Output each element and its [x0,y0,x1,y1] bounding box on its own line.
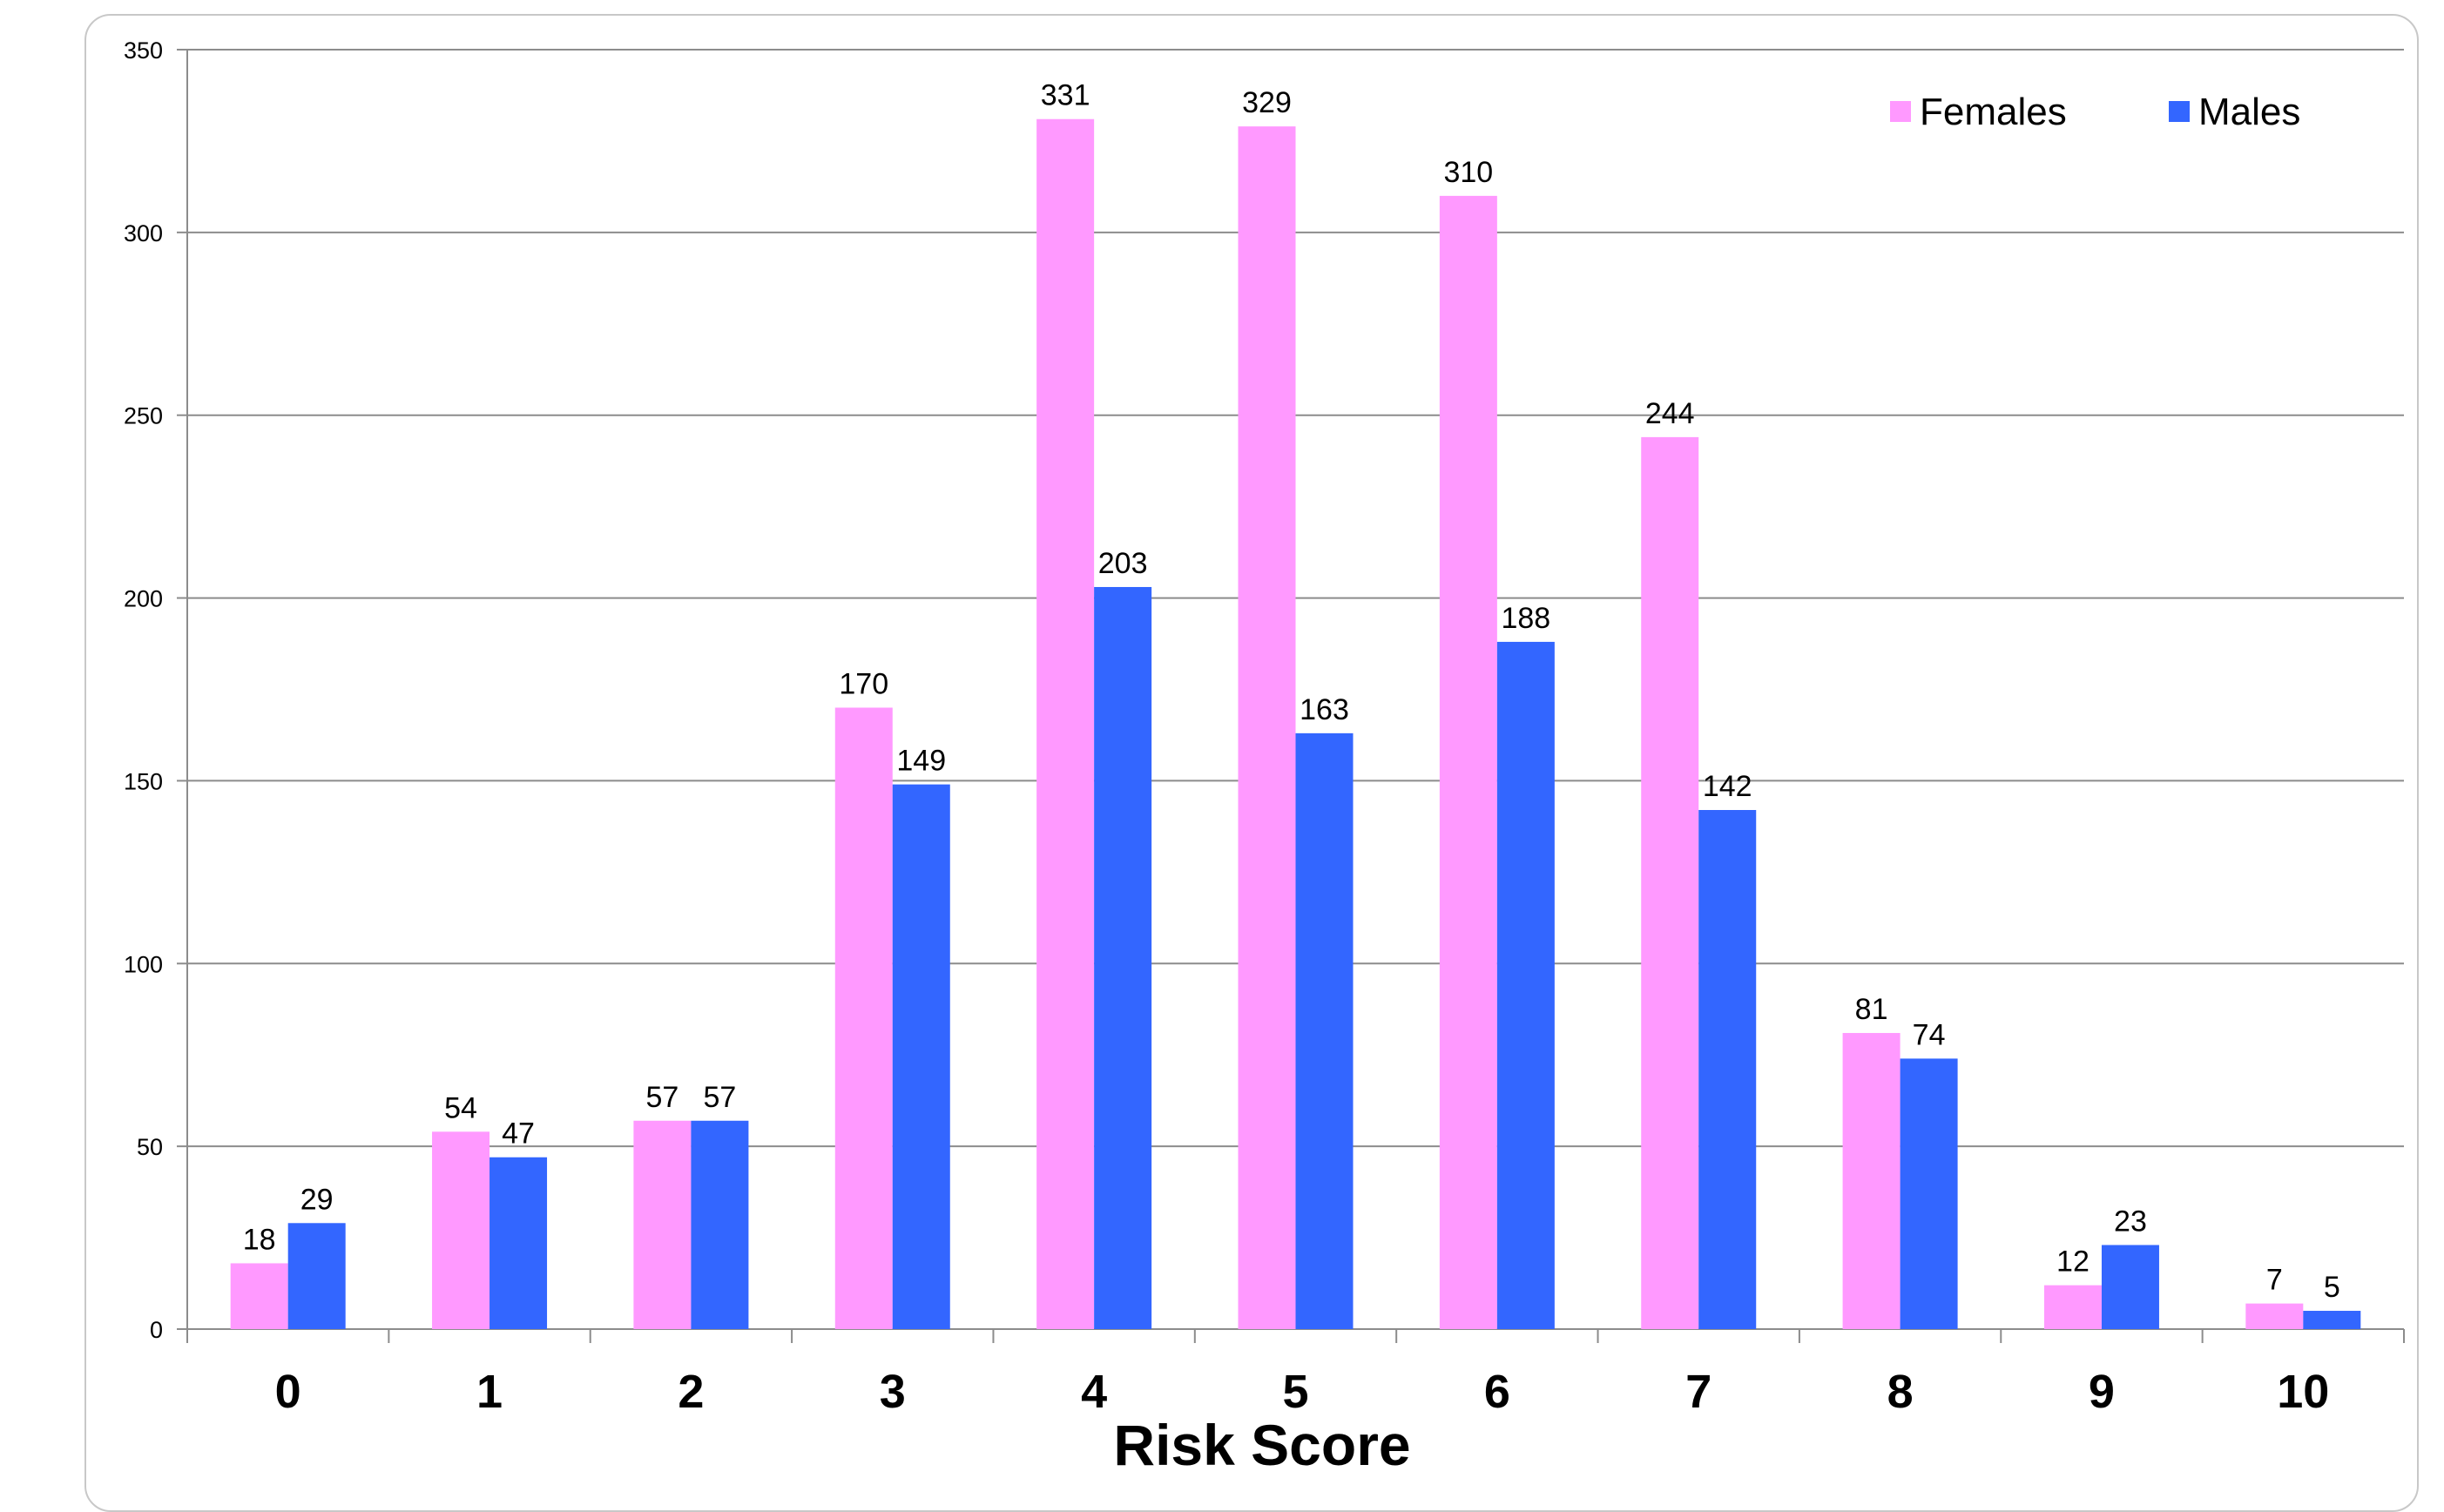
x-tick-label: 2 [678,1366,704,1418]
data-label: 331 [1041,79,1090,112]
males-bar [691,1120,749,1329]
bars [230,118,2361,1329]
males-bar [2101,1245,2159,1329]
data-label: 57 [703,1081,736,1114]
data-label: 18 [243,1223,276,1256]
males-bar [2303,1311,2361,1329]
females-bar [1641,436,1699,1329]
legend-swatch [2169,101,2190,122]
data-label: 12 [2056,1245,2090,1279]
data-label: 74 [1913,1018,1946,1051]
data-label: 29 [300,1183,334,1216]
x-axis-title: Risk Score [1113,1413,1410,1477]
x-tick-label: 1 [476,1366,503,1418]
y-tick-label: 150 [124,768,163,794]
males-bar [892,784,950,1329]
males-bar [489,1157,548,1329]
data-label: 170 [839,667,888,700]
x-tick-label: 7 [1685,1366,1711,1418]
data-label: 23 [2114,1205,2147,1238]
females-bar [2245,1303,2304,1329]
legend: Females Males [1890,91,2300,133]
data-label: 188 [1501,602,1550,635]
males-bar [1698,810,1757,1329]
data-label: 81 [1855,993,1888,1026]
data-label: 244 [1645,397,1695,430]
data-label: 57 [645,1081,679,1114]
y-tick-label: 250 [124,403,163,429]
y-tick-label: 50 [137,1134,163,1160]
y-tick-label: 200 [124,586,163,612]
males-bar [1094,586,1152,1329]
data-label: 329 [1242,86,1292,119]
females-bar [1439,195,1497,1329]
males-bar [287,1223,346,1329]
legend-swatch [1890,101,1911,122]
females-bar [633,1120,692,1329]
x-tick-label: 3 [880,1366,906,1418]
males-bar [1900,1058,1958,1329]
x-tick-label: 4 [1081,1366,1107,1418]
y-axis: 0 50 100 150 200 250 300 350 [124,37,188,1343]
females-bar [1036,118,1095,1329]
data-label: 5 [2324,1271,2340,1304]
y-tick-label: 300 [124,220,163,246]
x-tick-label: 8 [1887,1366,1914,1418]
x-tick-label: 0 [275,1366,301,1418]
x-tick-label: 9 [2089,1366,2115,1418]
females-bar [2043,1285,2102,1329]
data-label: 163 [1300,693,1349,726]
x-tick-label: 6 [1484,1366,1510,1418]
y-tick-label: 0 [150,1317,163,1343]
males-bar [1295,732,1354,1329]
legend-label: Males [2198,91,2300,133]
y-tick-label: 350 [124,37,163,64]
legend-item: Males [2169,91,2300,133]
legend-item: Females [1890,91,2067,133]
data-label: 7 [2266,1264,2283,1297]
data-label: 54 [444,1091,477,1124]
females-bar [1238,126,1296,1329]
x-tick-label: 10 [2277,1366,2329,1418]
x-tick-label: 5 [1282,1366,1308,1418]
males-bar [1496,641,1555,1329]
data-label: 142 [1703,770,1752,803]
females-bar [432,1131,490,1329]
females-bar [834,707,893,1329]
data-label: 47 [502,1117,535,1151]
legend-label: Females [1920,91,2067,133]
females-bar [1842,1033,1901,1329]
females-bar [230,1263,288,1329]
data-label: 310 [1443,156,1493,189]
y-tick-label: 100 [124,951,163,977]
data-label: 203 [1098,547,1148,580]
data-label: 149 [896,745,946,778]
x-axis: 0 1 2 3 4 5 6 7 8 9 10 [186,1328,2405,1418]
